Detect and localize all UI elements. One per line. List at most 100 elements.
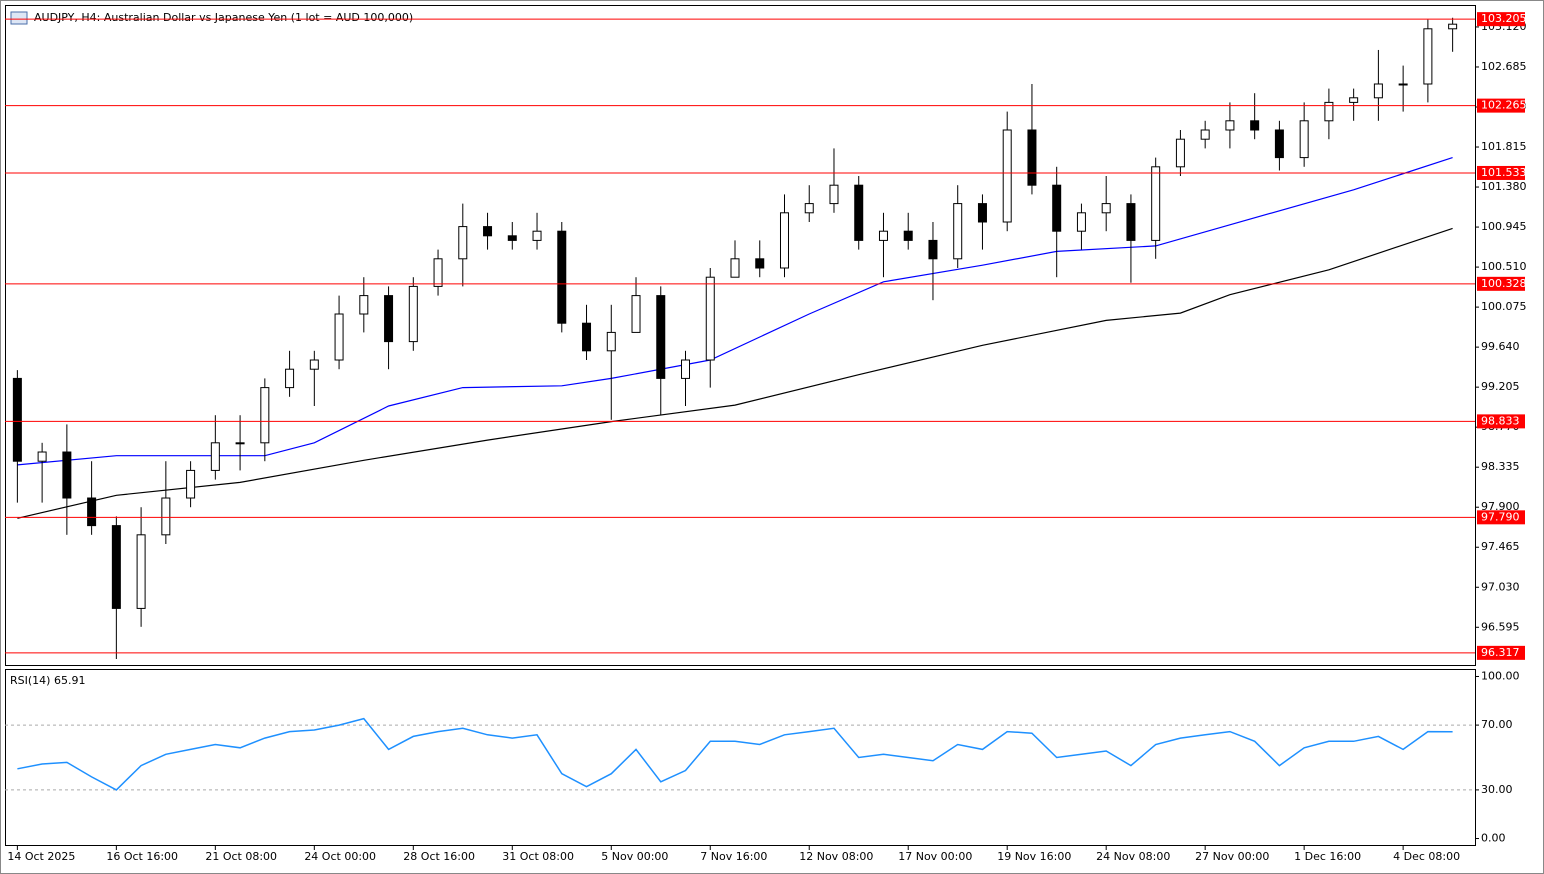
candle-body (1324, 101, 1334, 122)
candle-body (582, 322, 592, 352)
candle-body (532, 230, 542, 241)
candle-body (1151, 166, 1161, 241)
x-tick-label: 24 Oct 00:00 (304, 850, 376, 863)
level-label: 96.317 (1481, 646, 1520, 659)
level-label: 97.790 (1481, 510, 1520, 523)
candle-body (285, 368, 295, 389)
candle-body (483, 226, 493, 237)
level-label: 102.265 (1481, 99, 1527, 112)
x-tick-label: 28 Oct 16:00 (403, 850, 475, 863)
x-tick-label: 12 Nov 08:00 (799, 850, 873, 863)
candle-body (309, 359, 319, 370)
candle-body (1448, 23, 1458, 30)
level-label: 101.533 (1481, 166, 1527, 179)
rsi-plot-frame (5, 669, 1476, 846)
candle-body (1101, 203, 1111, 214)
y-tick-label: 99.205 (1481, 380, 1520, 393)
candle-body (111, 525, 121, 609)
level-label-box (1477, 12, 1525, 27)
x-tick-label: 5 Nov 00:00 (601, 850, 668, 863)
candle-body (1250, 120, 1260, 131)
candle-body (235, 442, 245, 445)
level-label: 103.205 (1481, 12, 1527, 25)
y-tick-label: 99.640 (1481, 340, 1520, 353)
candle-body (804, 203, 814, 214)
y-tick-label: 97.465 (1481, 540, 1520, 553)
x-tick-label: 17 Nov 00:00 (898, 850, 972, 863)
y-tick-label: 0.00 (1481, 832, 1506, 845)
rsi-line (17, 717, 1453, 791)
x-tick-label: 16 Oct 16:00 (106, 850, 178, 863)
candle-body (186, 469, 196, 499)
y-tick-label: 98.335 (1481, 460, 1520, 473)
rsi-title: RSI(14) 65.91 (10, 674, 85, 687)
candle-body (433, 258, 443, 287)
candle-body (829, 184, 839, 205)
candle-body (1225, 120, 1235, 131)
candle-body (1002, 129, 1012, 223)
candle-body (606, 331, 616, 352)
candle-body (1349, 97, 1359, 103)
candle-body (1398, 83, 1408, 86)
candle-body (681, 359, 691, 379)
candle-body (1373, 83, 1383, 99)
candle-body (656, 295, 666, 379)
symbol-icon (10, 11, 28, 25)
candle-body (1126, 203, 1136, 241)
y-tick-label: 100.00 (1481, 669, 1520, 682)
chart-title: AUDJPY, H4: Australian Dollar vs Japanes… (34, 11, 413, 24)
x-tick-label: 1 Dec 16:00 (1294, 850, 1361, 863)
candle-body (903, 230, 913, 241)
candle-body (62, 451, 72, 499)
candle-body (1076, 212, 1086, 232)
candle-body (755, 258, 765, 269)
y-tick-label: 30.00 (1481, 783, 1513, 796)
candle-body (359, 295, 369, 315)
y-tick-label: 101.815 (1481, 140, 1527, 153)
candle-body (1299, 120, 1309, 159)
y-tick-label: 97.030 (1481, 580, 1520, 593)
candle-body (87, 497, 97, 527)
candle-body (384, 295, 394, 343)
candle-body (1423, 28, 1433, 85)
candle-body (631, 295, 641, 333)
y-tick-label: 101.380 (1481, 180, 1527, 193)
level-label-box (1477, 165, 1525, 180)
candle-body (1175, 138, 1185, 168)
candle-body (1274, 129, 1284, 159)
candle-body (1027, 129, 1037, 186)
y-tick-label: 100.945 (1481, 220, 1527, 233)
level-label-box (1477, 414, 1525, 429)
candle-body (705, 276, 715, 361)
y-tick-label: 70.00 (1481, 718, 1513, 731)
y-tick-label: 100.510 (1481, 260, 1527, 273)
x-tick-label: 21 Oct 08:00 (205, 850, 277, 863)
x-tick-label: 24 Nov 08:00 (1096, 850, 1170, 863)
candle-body (260, 387, 270, 444)
candle-body (1052, 184, 1062, 232)
main-plot-frame (5, 5, 1476, 666)
candle-body (12, 377, 22, 462)
y-tick-label: 96.595 (1481, 620, 1520, 633)
x-tick-label: 19 Nov 16:00 (997, 850, 1071, 863)
candle-body (953, 203, 963, 260)
x-tick-label: 31 Oct 08:00 (502, 850, 574, 863)
candle-body (878, 230, 888, 241)
candle-body (928, 239, 938, 260)
candle-body (334, 313, 344, 361)
candle-body (1200, 129, 1210, 140)
level-label-box (1477, 276, 1525, 291)
x-tick-label: 14 Oct 2025 (7, 850, 75, 863)
x-tick-label: 27 Nov 00:00 (1195, 850, 1269, 863)
candle-body (557, 230, 567, 324)
candle-body (779, 212, 789, 269)
level-label: 100.328 (1481, 277, 1527, 290)
candle-body (854, 184, 864, 241)
x-tick-label: 7 Nov 16:00 (700, 850, 767, 863)
candle-body (37, 451, 47, 462)
candle-body (161, 497, 171, 536)
level-label: 98.833 (1481, 414, 1520, 427)
level-label-box (1477, 98, 1525, 113)
